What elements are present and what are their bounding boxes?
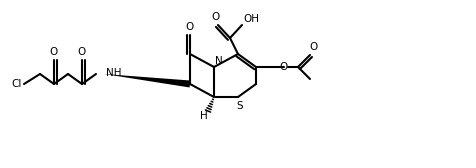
Text: O: O [77,47,85,57]
Text: O: O [309,42,317,52]
Text: O: O [49,47,57,57]
Polygon shape [104,74,190,88]
Text: S: S [237,101,243,111]
Text: N: N [215,56,223,66]
Text: O: O [185,22,193,32]
Text: NH: NH [106,68,121,78]
Text: Cl: Cl [12,79,22,89]
Text: H: H [200,111,208,121]
Text: O: O [212,12,220,22]
Text: OH: OH [243,14,259,24]
Text: O: O [280,62,288,72]
